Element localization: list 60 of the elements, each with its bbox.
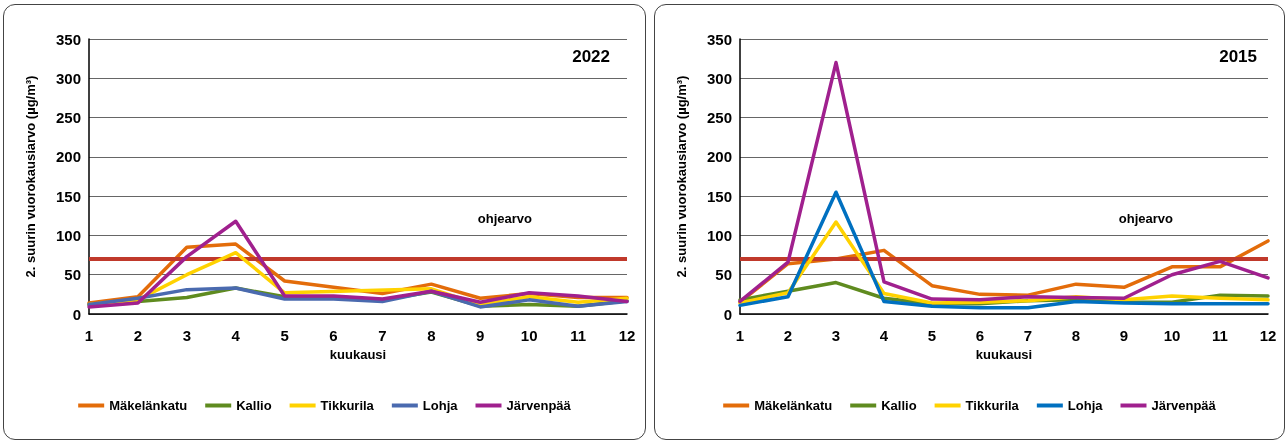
- x-tick-label: 3: [831, 327, 841, 344]
- y-tick-label: 200: [706, 148, 732, 166]
- y-tick-label: 150: [55, 187, 81, 205]
- legend-label: Kallio: [236, 398, 272, 413]
- y-tick-label: 350: [706, 30, 732, 48]
- x-axis-title: kuukausi: [975, 346, 1033, 362]
- x-tick-label: 6: [329, 327, 338, 344]
- x-tick-label: 10: [520, 327, 538, 344]
- y-tick-label: 100: [55, 226, 81, 244]
- x-tick-label: 7: [1023, 327, 1033, 344]
- x-tick-label: 3: [182, 327, 191, 344]
- y-tick-label: 250: [55, 109, 81, 127]
- ref-line-label: ohjearvo: [477, 211, 533, 226]
- x-tick-label: 5: [280, 327, 289, 344]
- x-tick-label: 8: [427, 327, 436, 344]
- legend-label: Järvenpää: [1151, 398, 1217, 413]
- x-tick-label: 6: [975, 327, 985, 344]
- y-tick-label: 350: [55, 30, 81, 48]
- x-tick-label: 5: [927, 327, 937, 344]
- y-tick-label: 300: [706, 69, 732, 87]
- legend-label: Mäkelänkatu: [754, 398, 833, 413]
- y-tick-label: 0: [72, 305, 81, 323]
- x-tick-label: 7: [378, 327, 387, 344]
- x-tick-label: 4: [231, 327, 241, 344]
- y-tick-label: 150: [706, 187, 732, 205]
- text: 2022: [572, 47, 611, 66]
- legend-label: Järvenpää: [506, 398, 572, 413]
- x-tick-label: 9: [1119, 327, 1129, 344]
- x-tick-label: 11: [1212, 327, 1228, 344]
- y-tick-label: 300: [55, 69, 81, 87]
- x-tick-label: 12: [1259, 327, 1277, 344]
- ref-line-label: ohjearvo: [1118, 211, 1174, 226]
- y-axis-title: 2. suurin vuorokausiarvo (µg/m³): [674, 75, 689, 278]
- legend-label: Tikkurila: [965, 398, 1020, 413]
- legend-label: Kallio: [881, 398, 917, 413]
- y-tick-label: 200: [55, 148, 81, 166]
- x-tick-label: 2: [783, 327, 793, 344]
- x-tick-label: 9: [476, 327, 485, 344]
- y-tick-label: 250: [706, 109, 732, 127]
- legend-label: Lohja: [1067, 398, 1104, 413]
- legend-label: Lohja: [422, 398, 459, 413]
- y-axis-title: 2. suurin vuorokausiarvo (µg/m³): [23, 75, 38, 278]
- y-tick-label: 50: [715, 266, 732, 284]
- legend-label: Tikkurila: [320, 398, 375, 413]
- text: 2015: [1219, 47, 1258, 66]
- x-tick-label: 2: [133, 327, 143, 344]
- x-tick-label: 12: [618, 327, 636, 344]
- x-tick-label: 11: [570, 327, 587, 344]
- x-tick-label: 1: [84, 327, 94, 344]
- y-tick-label: 50: [64, 266, 81, 284]
- y-tick-label: 0: [723, 305, 732, 323]
- x-tick-label: 1: [735, 327, 745, 344]
- line-series: [738, 190, 1270, 310]
- x-axis-title: kuukausi: [329, 346, 387, 362]
- line-series: [738, 60, 1270, 304]
- x-tick-label: 8: [1071, 327, 1081, 344]
- x-tick-label: 4: [879, 327, 889, 344]
- y-tick-label: 100: [706, 226, 732, 244]
- legend-label: Mäkelänkatu: [109, 398, 188, 413]
- x-tick-label: 10: [1163, 327, 1181, 344]
